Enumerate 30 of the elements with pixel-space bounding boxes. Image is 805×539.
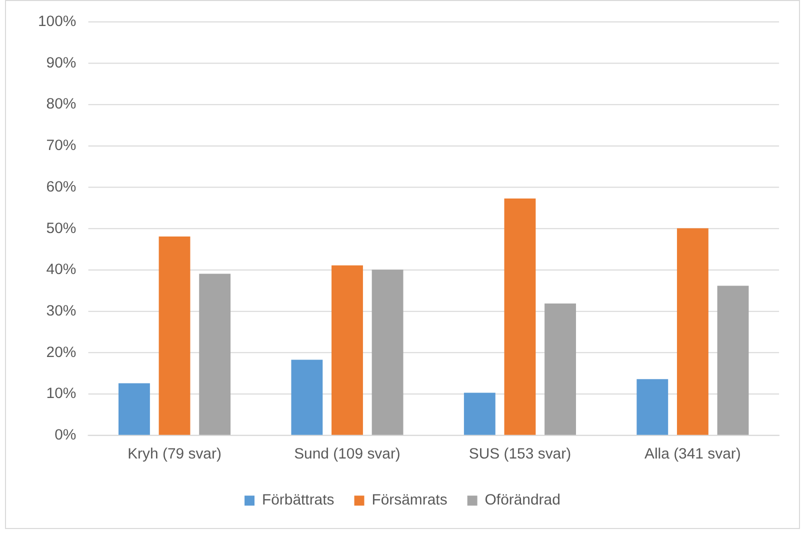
legend-label: Försämrats xyxy=(372,492,448,509)
bar xyxy=(464,392,496,435)
x-tick-label: Alla (341 svar) xyxy=(644,445,741,462)
bar xyxy=(332,265,363,435)
y-tick-label: 40% xyxy=(46,261,76,278)
bar xyxy=(118,383,150,435)
x-tick-label: Kryh (79 svar) xyxy=(128,445,222,462)
x-tick-label: Sund (109 svar) xyxy=(294,445,400,462)
bar xyxy=(717,286,749,435)
y-tick-label: 10% xyxy=(46,385,76,402)
bar xyxy=(199,274,231,435)
y-tick-label: 20% xyxy=(46,344,76,361)
bar xyxy=(158,236,190,435)
legend-label: Förbättrats xyxy=(262,492,334,509)
y-tick-label: 30% xyxy=(46,302,76,320)
bar xyxy=(544,303,576,435)
y-tick-label: 60% xyxy=(46,178,76,196)
y-tick-label: 50% xyxy=(46,220,76,237)
bar xyxy=(636,379,668,435)
legend-label: Oförändrad xyxy=(484,492,560,509)
bar xyxy=(372,270,404,435)
y-tick-label: 100% xyxy=(38,13,76,30)
y-tick-label: 0% xyxy=(54,426,76,444)
bar xyxy=(291,360,323,435)
y-tick-label: 80% xyxy=(46,96,76,113)
bar xyxy=(676,228,708,435)
x-tick-label: SUS (153 svar) xyxy=(468,445,572,462)
bar xyxy=(504,198,536,435)
y-tick-label: 70% xyxy=(46,137,76,154)
y-tick-label: 90% xyxy=(46,54,76,72)
